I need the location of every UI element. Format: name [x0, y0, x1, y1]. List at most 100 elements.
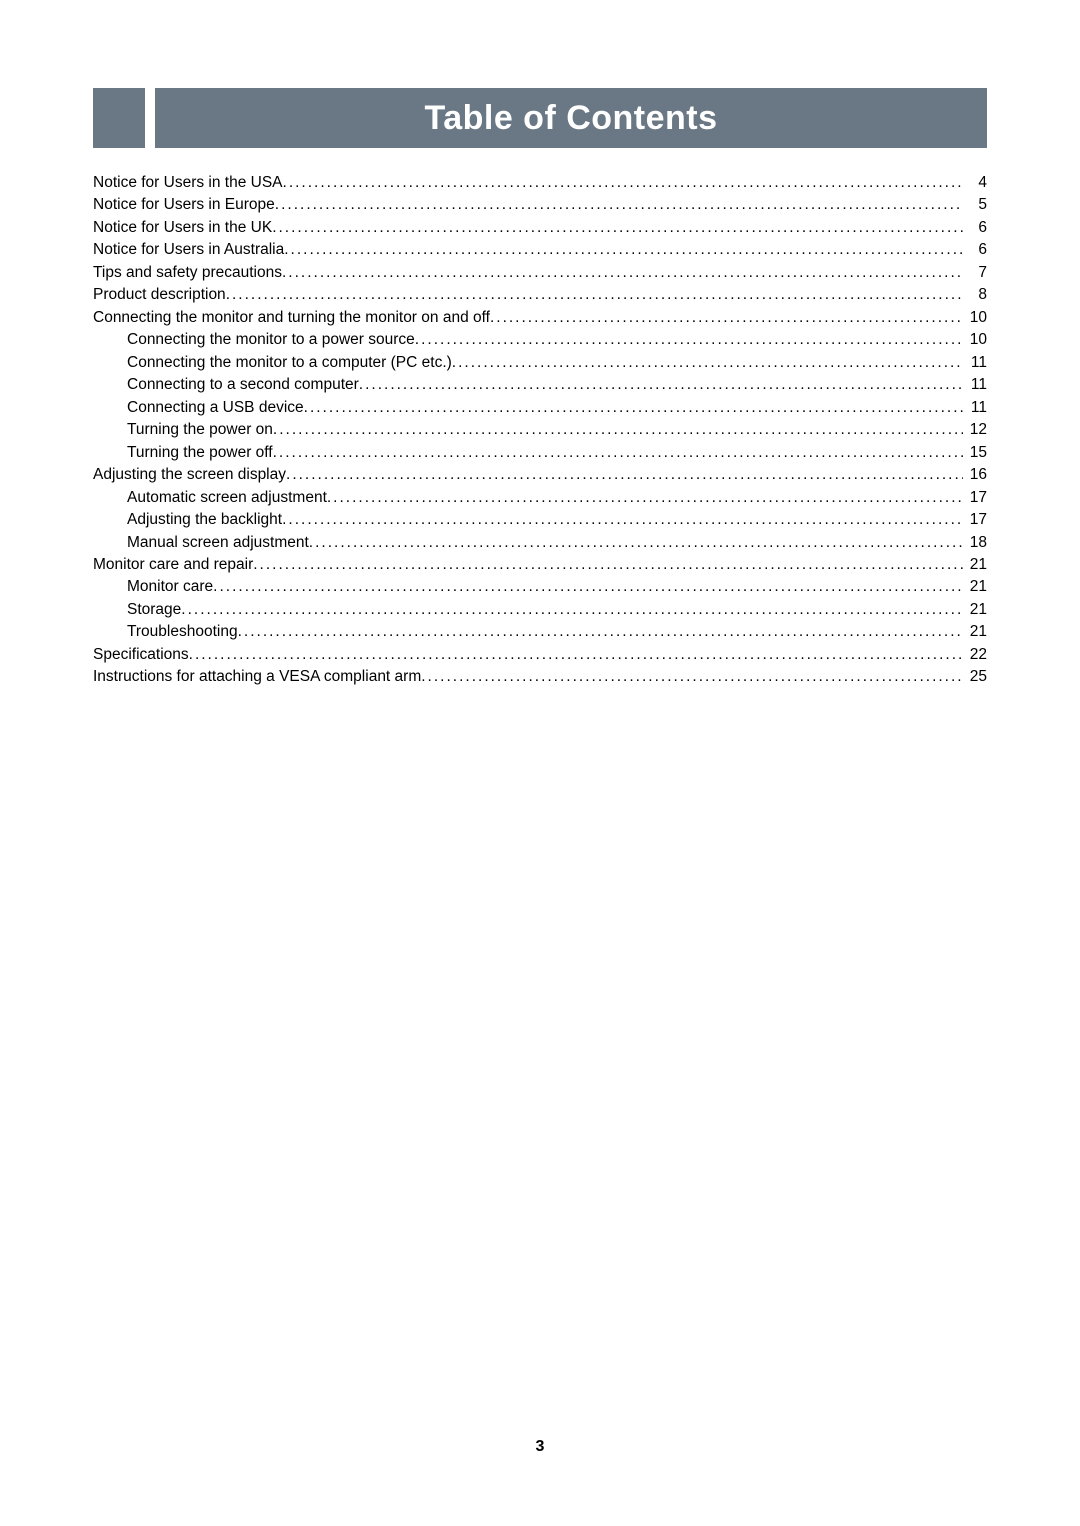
toc-entry-page: 4	[963, 172, 987, 194]
toc-entry: Specifications 22	[93, 644, 987, 666]
header-bar: Table of Contents	[93, 88, 987, 148]
toc-leader-dots	[284, 239, 963, 261]
toc-leader-dots	[189, 644, 963, 666]
toc-entry-label: Connecting the monitor and turning the m…	[93, 307, 490, 329]
toc-leader-dots	[273, 419, 963, 441]
toc-entry-page: 16	[963, 464, 987, 486]
header-main: Table of Contents	[155, 88, 987, 148]
toc-entry-page: 11	[963, 397, 987, 419]
toc-leader-dots	[309, 532, 963, 554]
toc-entry-label: Notice for Users in the USA	[93, 172, 283, 194]
toc-entry-label: Adjusting the backlight	[127, 509, 282, 531]
toc-entry-label: Notice for Users in Australia	[93, 239, 284, 261]
toc-entry-label: Connecting a USB device	[127, 397, 304, 419]
toc-entry-label: Connecting the monitor to a power source	[127, 329, 415, 351]
toc-entry-page: 7	[963, 262, 987, 284]
toc-entry-page: 10	[963, 329, 987, 351]
toc-leader-dots	[286, 464, 963, 486]
toc-entry-label: Connecting the monitor to a computer (PC…	[127, 352, 452, 374]
toc-leader-dots	[452, 352, 963, 374]
header-gap	[145, 88, 155, 148]
toc-entry-label: Notice for Users in the UK	[93, 217, 272, 239]
toc-entry: Turning the power on 12	[93, 419, 987, 441]
toc-entry: Automatic screen adjustment 17	[93, 487, 987, 509]
toc-entry-page: 21	[963, 554, 987, 576]
toc-entry-label: Automatic screen adjustment	[127, 487, 327, 509]
toc-entry: Adjusting the backlight 17	[93, 509, 987, 531]
toc-entry-label: Monitor care	[127, 576, 213, 598]
toc-entry-label: Adjusting the screen display	[93, 464, 286, 486]
toc-leader-dots	[327, 487, 963, 509]
toc-leader-dots	[253, 554, 963, 576]
toc-entry-page: 8	[963, 284, 987, 306]
toc-leader-dots	[275, 194, 963, 216]
toc-entry-page: 17	[963, 487, 987, 509]
toc-entry-label: Connecting to a second computer	[127, 374, 359, 396]
toc-entry: Notice for Users in Australia 6	[93, 239, 987, 261]
toc-leader-dots	[490, 307, 963, 329]
toc-entry-page: 21	[963, 599, 987, 621]
toc-entry: Connecting the monitor to a power source…	[93, 329, 987, 351]
toc-entry: Connecting to a second computer 11	[93, 374, 987, 396]
toc-entry: Notice for Users in the UK 6	[93, 217, 987, 239]
toc-entry: Troubleshooting 21	[93, 621, 987, 643]
toc-entry: Tips and safety precautions 7	[93, 262, 987, 284]
toc-leader-dots	[181, 599, 963, 621]
toc-entry: Manual screen adjustment 18	[93, 532, 987, 554]
toc-leader-dots	[213, 576, 963, 598]
toc-entry-label: Turning the power on	[127, 419, 273, 441]
toc-leader-dots	[273, 442, 963, 464]
header-title: Table of Contents	[424, 99, 717, 138]
toc-entry-page: 10	[963, 307, 987, 329]
toc-entry-page: 21	[963, 621, 987, 643]
toc-entry-label: Instructions for attaching a VESA compli…	[93, 666, 421, 688]
toc-entry-page: 12	[963, 419, 987, 441]
toc-entry-page: 18	[963, 532, 987, 554]
toc-entry-page: 6	[963, 217, 987, 239]
toc-entry-page: 11	[963, 374, 987, 396]
toc-leader-dots	[359, 374, 963, 396]
toc-leader-dots	[238, 621, 963, 643]
toc-entry: Monitor care and repair 21	[93, 554, 987, 576]
toc-entry: Instructions for attaching a VESA compli…	[93, 666, 987, 688]
toc-entry-label: Notice for Users in Europe	[93, 194, 275, 216]
toc-entry-page: 11	[963, 352, 987, 374]
toc-entry-label: Monitor care and repair	[93, 554, 253, 576]
toc-entry: Connecting the monitor and turning the m…	[93, 307, 987, 329]
toc-entry-label: Specifications	[93, 644, 189, 666]
toc-entry-page: 22	[963, 644, 987, 666]
toc-entry-page: 5	[963, 194, 987, 216]
toc-entry: Turning the power off 15	[93, 442, 987, 464]
toc-entry: Notice for Users in the USA 4	[93, 172, 987, 194]
toc-leader-dots	[272, 217, 963, 239]
toc-leader-dots	[282, 262, 963, 284]
toc-leader-dots	[226, 284, 963, 306]
toc-entry-page: 6	[963, 239, 987, 261]
document-page: Table of Contents Notice for Users in th…	[0, 0, 1080, 689]
toc-entry-label: Troubleshooting	[127, 621, 238, 643]
toc-entry-label: Manual screen adjustment	[127, 532, 309, 554]
toc-entry-label: Tips and safety precautions	[93, 262, 282, 284]
toc-entry: Connecting the monitor to a computer (PC…	[93, 352, 987, 374]
toc-entry: Monitor care 21	[93, 576, 987, 598]
toc-entry-page: 15	[963, 442, 987, 464]
toc-leader-dots	[421, 666, 963, 688]
toc-entry-label: Product description	[93, 284, 226, 306]
toc-leader-dots	[283, 172, 963, 194]
toc-leader-dots	[282, 509, 963, 531]
header-tab	[93, 88, 145, 148]
toc-entry: Product description 8	[93, 284, 987, 306]
toc-entry-page: 21	[963, 576, 987, 598]
toc-leader-dots	[415, 329, 963, 351]
toc-entry: Notice for Users in Europe 5	[93, 194, 987, 216]
toc-entry-label: Storage	[127, 599, 181, 621]
toc-entry: Storage 21	[93, 599, 987, 621]
toc-entry-page: 25	[963, 666, 987, 688]
toc-entry-page: 17	[963, 509, 987, 531]
page-number: 3	[0, 1438, 1080, 1456]
toc-leader-dots	[304, 397, 963, 419]
toc-entry-label: Turning the power off	[127, 442, 273, 464]
toc-entry: Connecting a USB device 11	[93, 397, 987, 419]
toc-entry: Adjusting the screen display 16	[93, 464, 987, 486]
table-of-contents: Notice for Users in the USA 4Notice for …	[93, 172, 987, 689]
